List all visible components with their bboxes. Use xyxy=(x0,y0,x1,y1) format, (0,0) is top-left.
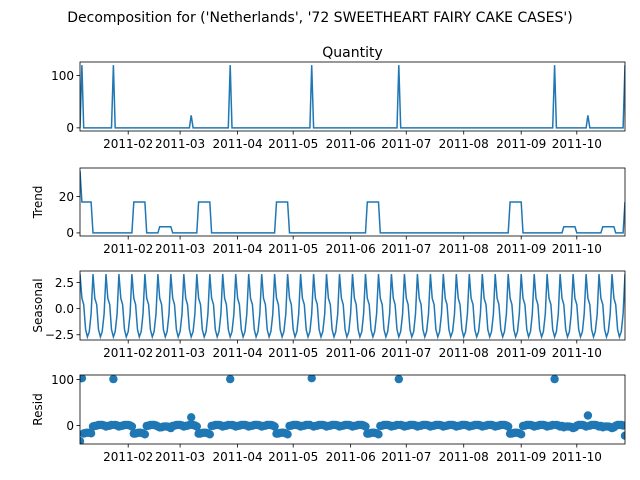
plot-area-trend xyxy=(80,171,625,234)
panel-quantity: 0 100 2011-02 2011-03 2011-04 2011-05 2011-06 2… xyxy=(51,45,626,151)
resid-point xyxy=(80,375,87,383)
x-tick-label: 2011-03 xyxy=(155,242,205,256)
series-line-quantity xyxy=(80,65,625,129)
resid-point xyxy=(504,422,513,431)
x-tick-label: 2011-08 xyxy=(439,137,489,151)
y-tick-label: 100 xyxy=(51,373,74,387)
x-tick-label: 2011-02 xyxy=(103,242,153,256)
resid-point xyxy=(140,430,150,439)
x-tick-label: 2011-08 xyxy=(439,450,489,464)
x-tick-label: 2011-08 xyxy=(439,346,489,360)
x-tick-label: 2011-04 xyxy=(212,450,262,464)
resid-point xyxy=(86,429,96,438)
axes-frame-trend xyxy=(79,167,626,237)
x-tick-label: 2011-09 xyxy=(496,346,546,360)
panel-trend: 0 20 2011-02 2011-03 2011-04 2011-05 2011-06 20… xyxy=(31,167,626,256)
resid-point xyxy=(226,375,235,384)
axes-frame-quantity xyxy=(79,61,626,132)
x-tick-label: 2011-09 xyxy=(496,137,546,151)
panel-title: Quantity xyxy=(322,45,383,61)
resid-point xyxy=(361,422,370,431)
x-tick-label: 2011-05 xyxy=(268,137,318,151)
panel-resid: 0 100 2011-02 2011-03 2011-04 2011-05 2011-06 2… xyxy=(31,373,626,464)
y-tick-label: 0 xyxy=(66,226,74,240)
x-tick-label: 2011-04 xyxy=(212,137,262,151)
axes-frame-seasonal xyxy=(79,270,626,341)
plot-area-seasonal xyxy=(80,274,625,340)
figure-suptitle: Decomposition for ('Netherlands', '72 SW… xyxy=(67,10,572,26)
y-tick-label: 0 xyxy=(66,419,74,433)
y-tick-label: 2.5 xyxy=(55,276,74,290)
resid-point xyxy=(192,422,201,431)
x-tick-label: 2011-06 xyxy=(326,242,376,256)
x-tick-label: 2011-10 xyxy=(552,450,602,464)
x-tick-label: 2011-04 xyxy=(212,346,262,360)
axes-frame-resid xyxy=(79,374,626,445)
x-tick-label: 2011-03 xyxy=(155,137,205,151)
x-tick-label: 2011-10 xyxy=(552,242,602,256)
x-tick-label: 2011-09 xyxy=(496,242,546,256)
x-tick-label: 2011-02 xyxy=(103,450,153,464)
x-tick-label: 2011-04 xyxy=(212,242,262,256)
y-axis-label: Resid xyxy=(31,393,45,425)
x-tick-label: 2011-10 xyxy=(552,346,602,360)
resid-point xyxy=(307,375,316,383)
panel-seasonal: −2.5 0.0 2.5 2011-02 2011-03 2011-04 2011-05 20… xyxy=(31,270,626,360)
x-tick-label: 2011-07 xyxy=(381,242,431,256)
plot-area-resid xyxy=(80,375,625,444)
x-tick-label: 2011-02 xyxy=(103,137,153,151)
x-tick-label: 2011-03 xyxy=(155,450,205,464)
x-tick-label: 2011-10 xyxy=(552,137,602,151)
x-tick-label: 2011-06 xyxy=(326,346,376,360)
resid-point xyxy=(205,430,214,439)
resid-point xyxy=(517,430,526,439)
x-tick-label: 2011-05 xyxy=(268,450,318,464)
resid-point xyxy=(80,437,85,444)
y-tick-label: 20 xyxy=(59,190,74,204)
y-tick-label: −2.5 xyxy=(45,328,74,342)
x-tick-label: 2011-06 xyxy=(326,137,376,151)
x-tick-label: 2011-07 xyxy=(381,346,431,360)
resid-point xyxy=(270,422,279,431)
resid-point xyxy=(583,411,593,420)
resid-point xyxy=(283,430,292,439)
resid-point xyxy=(618,421,625,430)
resid-point xyxy=(620,431,625,440)
y-tick-label: 0.0 xyxy=(55,302,74,316)
x-tick-label: 2011-09 xyxy=(496,450,546,464)
y-tick-label: 0 xyxy=(66,121,74,135)
resid-point xyxy=(394,375,403,384)
resid-point xyxy=(109,375,118,384)
y-axis-label: Seasonal xyxy=(31,278,45,332)
x-tick-label: 2011-08 xyxy=(439,242,489,256)
x-tick-label: 2011-02 xyxy=(103,346,153,360)
series-line-seasonal xyxy=(80,274,625,340)
resid-point xyxy=(374,430,383,439)
y-tick-label: 100 xyxy=(51,69,74,83)
plot-area-quantity xyxy=(80,65,625,129)
x-tick-label: 2011-05 xyxy=(268,346,318,360)
y-axis-label: Trend xyxy=(31,186,45,220)
resid-point xyxy=(187,413,196,422)
x-tick-label: 2011-06 xyxy=(326,450,376,464)
resid-point xyxy=(127,422,137,431)
resid-point xyxy=(550,375,559,384)
x-tick-label: 2011-07 xyxy=(381,137,431,151)
x-tick-label: 2011-07 xyxy=(381,450,431,464)
x-tick-label: 2011-05 xyxy=(268,242,318,256)
x-tick-label: 2011-03 xyxy=(155,346,205,360)
series-line-trend xyxy=(80,171,625,234)
